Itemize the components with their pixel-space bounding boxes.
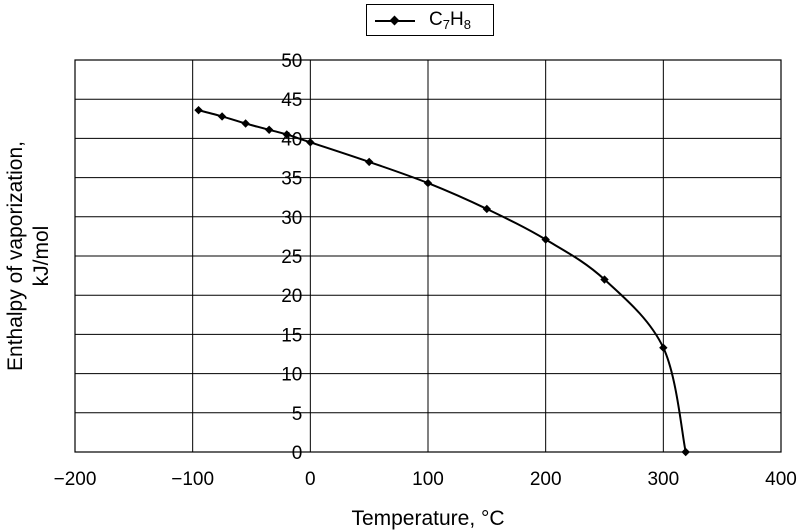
data-point-marker <box>659 343 668 352</box>
data-point-marker <box>541 235 550 244</box>
data-point-marker <box>306 138 315 147</box>
y-tick-label: 25 <box>281 247 302 268</box>
legend: C7H8 <box>366 4 494 36</box>
y-tick-label: 5 <box>292 404 303 425</box>
x-axis-title: Temperature, °C <box>351 507 504 530</box>
data-point-marker <box>194 105 203 115</box>
legend-marker-icon <box>389 15 400 26</box>
data-point-marker <box>423 178 433 188</box>
series-markers-c7h8 <box>194 105 690 457</box>
x-tick-label: 100 <box>412 469 444 490</box>
x-tick-label: 300 <box>647 469 679 490</box>
y-tick-label: 10 <box>281 365 302 386</box>
y-tick-label: 35 <box>281 169 302 190</box>
y-tick-labels: 0 5 10 15 20 25 30 35 40 45 50 <box>281 51 302 464</box>
data-point-marker <box>364 157 374 167</box>
x-tick-label: 200 <box>530 469 562 490</box>
data-point-marker <box>264 125 274 134</box>
x-tick-labels: −200 −100 0 100 200 300 400 <box>54 469 797 490</box>
y-tick-label: 50 <box>281 51 302 72</box>
plot-frame <box>74 59 782 453</box>
x-tick-label: 0 <box>305 469 316 490</box>
y-tick-label: 40 <box>281 129 302 150</box>
x-tick-label: −100 <box>171 469 214 490</box>
y-tick-label: 45 <box>281 90 302 111</box>
data-point-marker <box>482 204 492 214</box>
y-tick-label: 15 <box>281 325 302 346</box>
y-tick-label: 30 <box>281 208 302 229</box>
grid <box>74 59 782 453</box>
series-line-c7h8 <box>198 109 687 453</box>
data-point-marker <box>600 275 609 284</box>
data-point-marker <box>282 130 291 139</box>
y-axis-title-line2: kJ/mol <box>30 226 53 287</box>
data-point-marker <box>241 119 250 128</box>
y-tick-label: 0 <box>292 443 303 464</box>
legend-label: C7H8 <box>429 9 471 32</box>
x-tick-label: 400 <box>765 469 797 490</box>
y-tick-label: 20 <box>281 286 302 307</box>
x-tick-label: −200 <box>54 469 97 490</box>
data-point-marker <box>681 447 690 457</box>
y-axis-title-line1: Enthalpy of vaporization, <box>4 141 27 371</box>
data-point-marker <box>217 112 227 121</box>
